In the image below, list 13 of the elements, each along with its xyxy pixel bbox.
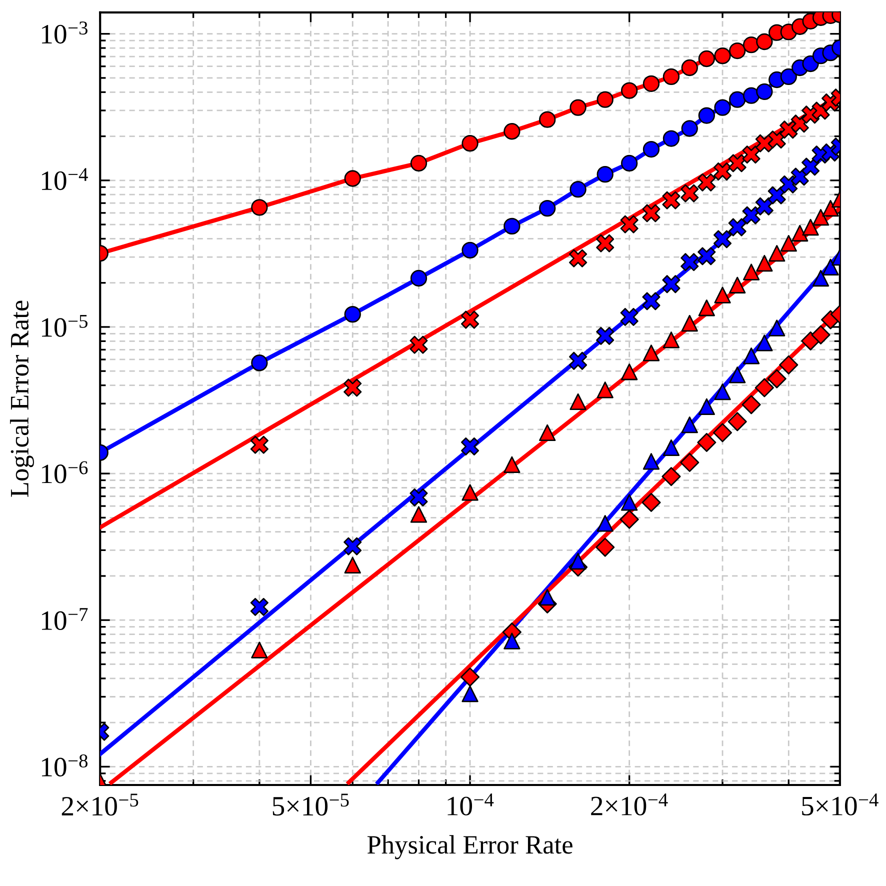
x-axis-title: Physical Error Rate <box>367 835 572 860</box>
y-tick-label: 10$^{−6}$ <box>42 461 88 484</box>
y-axis-title: Logical Error Rate <box>10 300 34 497</box>
x-tick-label: 2×10$^{−4}$ <box>591 793 668 816</box>
x-tick-label: 5×10$^{−5}$ <box>272 794 349 816</box>
x-tick-label: 10$^{−4}$ <box>448 793 494 816</box>
y-tick-label: 10$^{−5}$ <box>42 314 88 337</box>
y-tick-label: 10$^{−3}$ <box>42 22 88 44</box>
x-tick-label: 2×10$^{−5}$ <box>62 794 138 816</box>
y-tick-label: 10$^{−7}$ <box>42 608 88 630</box>
x-tick-label: 5×10$^{−4}$ <box>802 793 878 816</box>
y-tick-label: 10$^{−8}$ <box>42 754 88 777</box>
y-tick-label: 10$^{−4}$ <box>42 168 88 190</box>
